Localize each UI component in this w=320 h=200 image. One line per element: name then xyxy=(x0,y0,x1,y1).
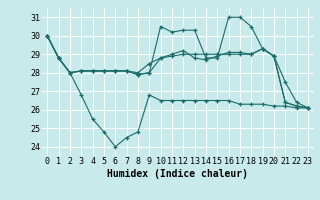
X-axis label: Humidex (Indice chaleur): Humidex (Indice chaleur) xyxy=(107,169,248,179)
